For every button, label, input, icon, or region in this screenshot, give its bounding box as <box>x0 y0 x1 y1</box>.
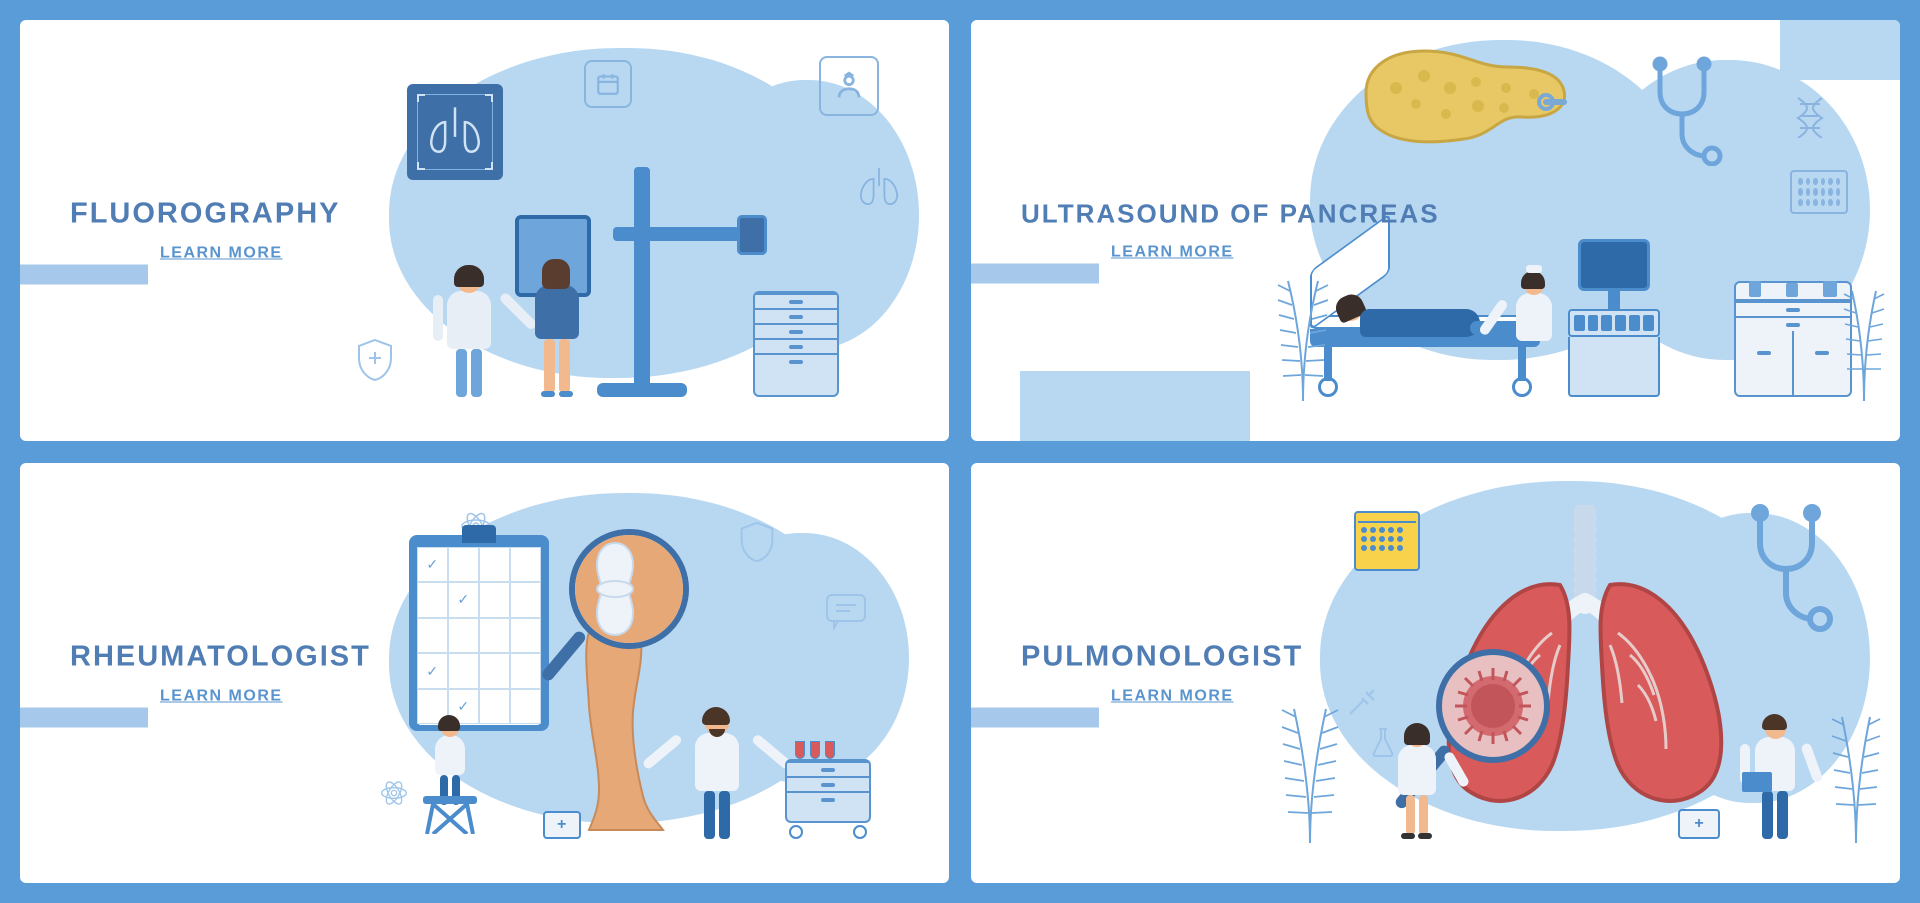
stethoscope-icon <box>1738 503 1838 638</box>
scene-pulmonologist: + <box>1250 463 1900 884</box>
text-block: FLUOROGRAPHY LEARN MORE <box>70 198 341 263</box>
doctor-figure <box>1390 727 1444 839</box>
doctor-figure <box>1508 275 1560 341</box>
clipboard: ✓ ✓ ✓ ✓ <box>409 535 549 731</box>
doctor-figure <box>439 269 499 397</box>
pancreas-organ <box>1346 38 1576 163</box>
card-pulmonologist: PULMONOLOGIST LEARN MORE <box>971 463 1900 884</box>
wave-decor <box>1020 371 1250 441</box>
card-title: PULMONOLOGIST <box>1021 640 1303 673</box>
card-title: FLUOROGRAPHY <box>70 198 341 231</box>
learn-more-link[interactable]: LEARN MORE <box>1111 687 1234 705</box>
doctor-avatar-icon <box>819 56 879 116</box>
shield-plus-icon <box>353 335 397 385</box>
plant-decor <box>1834 271 1894 401</box>
syringe-icon <box>1346 684 1380 723</box>
atom-icon <box>379 778 409 813</box>
card-fluorography: FLUOROGRAPHY LEARN MORE <box>20 20 949 441</box>
accent-bar <box>971 707 1099 727</box>
lungs-outline-icon <box>851 162 907 212</box>
text-block: ULTRASOUND OF PANCREAS LEARN MORE <box>1021 199 1440 262</box>
doctor-figure <box>685 711 749 839</box>
card-title: ULTRASOUND OF PANCREAS <box>1021 199 1440 230</box>
text-block: RHEUMATOLOGIST LEARN MORE <box>70 640 371 705</box>
dna-icon <box>1792 94 1828 143</box>
lab-cart <box>785 759 871 823</box>
stool <box>423 796 477 839</box>
calendar-icon <box>1354 511 1420 571</box>
plant-decor <box>1268 261 1338 401</box>
scene-fluorography <box>299 20 949 441</box>
magnifier-knee <box>569 529 689 649</box>
accent-bar <box>20 265 148 285</box>
magnifier-virus <box>1436 649 1550 763</box>
scan-panel <box>407 84 503 180</box>
stethoscope-icon <box>1640 56 1730 171</box>
card-rheumatologist: RHEUMATOLOGIST LEARN MORE ✓ ✓ ✓ ✓ <box>20 463 949 884</box>
learn-more-link[interactable]: LEARN MORE <box>160 687 283 705</box>
first-aid-box: + <box>1678 809 1720 839</box>
doctor-figure <box>1746 718 1804 839</box>
learn-more-link[interactable]: LEARN MORE <box>160 245 283 263</box>
plant-decor <box>1272 683 1348 843</box>
xray-machine <box>597 167 687 397</box>
learn-more-link[interactable]: LEARN MORE <box>1111 244 1234 262</box>
shield-icon <box>735 517 779 567</box>
card-title: RHEUMATOLOGIST <box>70 640 371 673</box>
calendar-dots-icon <box>1790 170 1848 214</box>
first-aid-box: + <box>543 811 581 839</box>
accent-bar <box>971 264 1099 284</box>
chat-icon <box>823 591 869 631</box>
card-ultrasound-pancreas: ULTRASOUND OF PANCREAS LEARN MORE <box>971 20 1900 441</box>
patient-figure <box>527 263 587 397</box>
wave-decor <box>1780 20 1900 80</box>
accent-bar <box>20 707 148 727</box>
scene-rheumatologist: ✓ ✓ ✓ ✓ <box>299 463 949 884</box>
cart-wheels <box>789 825 867 839</box>
plant-decor <box>1822 693 1890 843</box>
ultrasound-machine <box>1568 239 1660 397</box>
cabinet <box>753 291 839 397</box>
doctor-small-figure <box>429 719 471 805</box>
calendar-icon <box>584 60 632 108</box>
hospital-bed <box>1310 315 1540 397</box>
virus-icon <box>1463 676 1523 736</box>
text-block: PULMONOLOGIST LEARN MORE <box>1021 640 1303 705</box>
